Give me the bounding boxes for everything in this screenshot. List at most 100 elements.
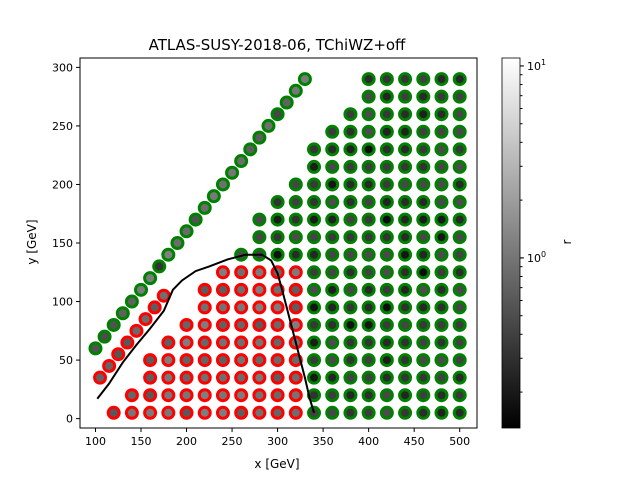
point-allowed — [343, 388, 358, 403]
point-excluded — [143, 405, 158, 420]
point-allowed — [398, 353, 413, 368]
point-allowed — [452, 265, 467, 280]
point-allowed — [398, 89, 413, 104]
point-allowed — [197, 200, 212, 215]
point-allowed — [288, 212, 303, 227]
point-excluded — [270, 405, 285, 420]
point-excluded — [179, 405, 194, 420]
point-allowed — [307, 247, 322, 262]
point-excluded — [270, 388, 285, 403]
point-allowed — [361, 177, 376, 192]
point-allowed — [325, 195, 340, 210]
x-tick-label: 450 — [404, 435, 425, 448]
point-allowed — [434, 89, 449, 104]
point-excluded — [215, 370, 230, 385]
point-allowed — [398, 212, 413, 227]
point-allowed — [398, 282, 413, 297]
point-allowed — [361, 282, 376, 297]
point-allowed — [307, 300, 322, 315]
point-excluded — [215, 282, 230, 297]
point-excluded — [197, 405, 212, 420]
y-tick-label: 250 — [52, 120, 73, 133]
point-allowed — [434, 388, 449, 403]
y-axis-label: y [GeV] — [25, 219, 39, 264]
point-allowed — [434, 177, 449, 192]
point-allowed — [307, 335, 322, 350]
point-allowed — [307, 212, 322, 227]
point-allowed — [434, 212, 449, 227]
point-allowed — [307, 230, 322, 245]
point-allowed — [398, 335, 413, 350]
point-excluded — [93, 370, 108, 385]
point-allowed — [379, 300, 394, 315]
point-excluded — [234, 300, 249, 315]
point-allowed — [416, 195, 431, 210]
point-allowed — [398, 247, 413, 262]
point-allowed — [325, 405, 340, 420]
point-allowed — [206, 189, 221, 204]
point-allowed — [398, 388, 413, 403]
x-tick-label: 150 — [131, 435, 152, 448]
point-allowed — [452, 159, 467, 174]
point-excluded — [179, 370, 194, 385]
colorbar-tick-exponent: 0 — [541, 250, 546, 259]
point-excluded — [124, 388, 139, 403]
x-axis-label: x [GeV] — [254, 457, 299, 471]
point-allowed — [398, 159, 413, 174]
point-allowed — [361, 107, 376, 122]
point-allowed — [270, 212, 285, 227]
point-allowed — [325, 247, 340, 262]
point-allowed — [288, 230, 303, 245]
point-allowed — [379, 177, 394, 192]
point-allowed — [270, 195, 285, 210]
point-allowed — [325, 300, 340, 315]
point-allowed — [288, 195, 303, 210]
point-excluded — [120, 335, 135, 350]
point-allowed — [452, 353, 467, 368]
point-allowed — [416, 370, 431, 385]
point-allowed — [215, 177, 230, 192]
point-allowed — [307, 370, 322, 385]
point-allowed — [452, 405, 467, 420]
point-allowed — [398, 195, 413, 210]
point-excluded — [215, 353, 230, 368]
point-excluded — [161, 405, 176, 420]
point-allowed — [398, 107, 413, 122]
point-allowed — [398, 72, 413, 87]
point-allowed — [398, 405, 413, 420]
point-allowed — [379, 247, 394, 262]
point-excluded — [215, 388, 230, 403]
point-allowed — [325, 388, 340, 403]
point-allowed — [343, 282, 358, 297]
point-excluded — [161, 335, 176, 350]
point-allowed — [361, 317, 376, 332]
point-allowed — [452, 89, 467, 104]
point-allowed — [325, 212, 340, 227]
point-excluded — [197, 388, 212, 403]
point-allowed — [416, 247, 431, 262]
point-excluded — [197, 353, 212, 368]
point-excluded — [234, 282, 249, 297]
point-allowed — [361, 388, 376, 403]
point-allowed — [325, 370, 340, 385]
point-excluded — [161, 370, 176, 385]
point-allowed — [434, 195, 449, 210]
point-excluded — [288, 300, 303, 315]
point-allowed — [343, 159, 358, 174]
point-allowed — [361, 353, 376, 368]
point-allowed — [452, 388, 467, 403]
point-allowed — [398, 317, 413, 332]
point-allowed — [124, 294, 139, 309]
point-allowed — [452, 72, 467, 87]
point-excluded — [215, 300, 230, 315]
point-excluded — [270, 370, 285, 385]
point-allowed — [398, 124, 413, 139]
point-allowed — [361, 142, 376, 157]
point-excluded — [179, 353, 194, 368]
point-allowed — [434, 282, 449, 297]
point-allowed — [307, 195, 322, 210]
point-allowed — [361, 230, 376, 245]
point-allowed — [452, 124, 467, 139]
point-allowed — [398, 177, 413, 192]
colorbar-bar — [501, 57, 521, 429]
